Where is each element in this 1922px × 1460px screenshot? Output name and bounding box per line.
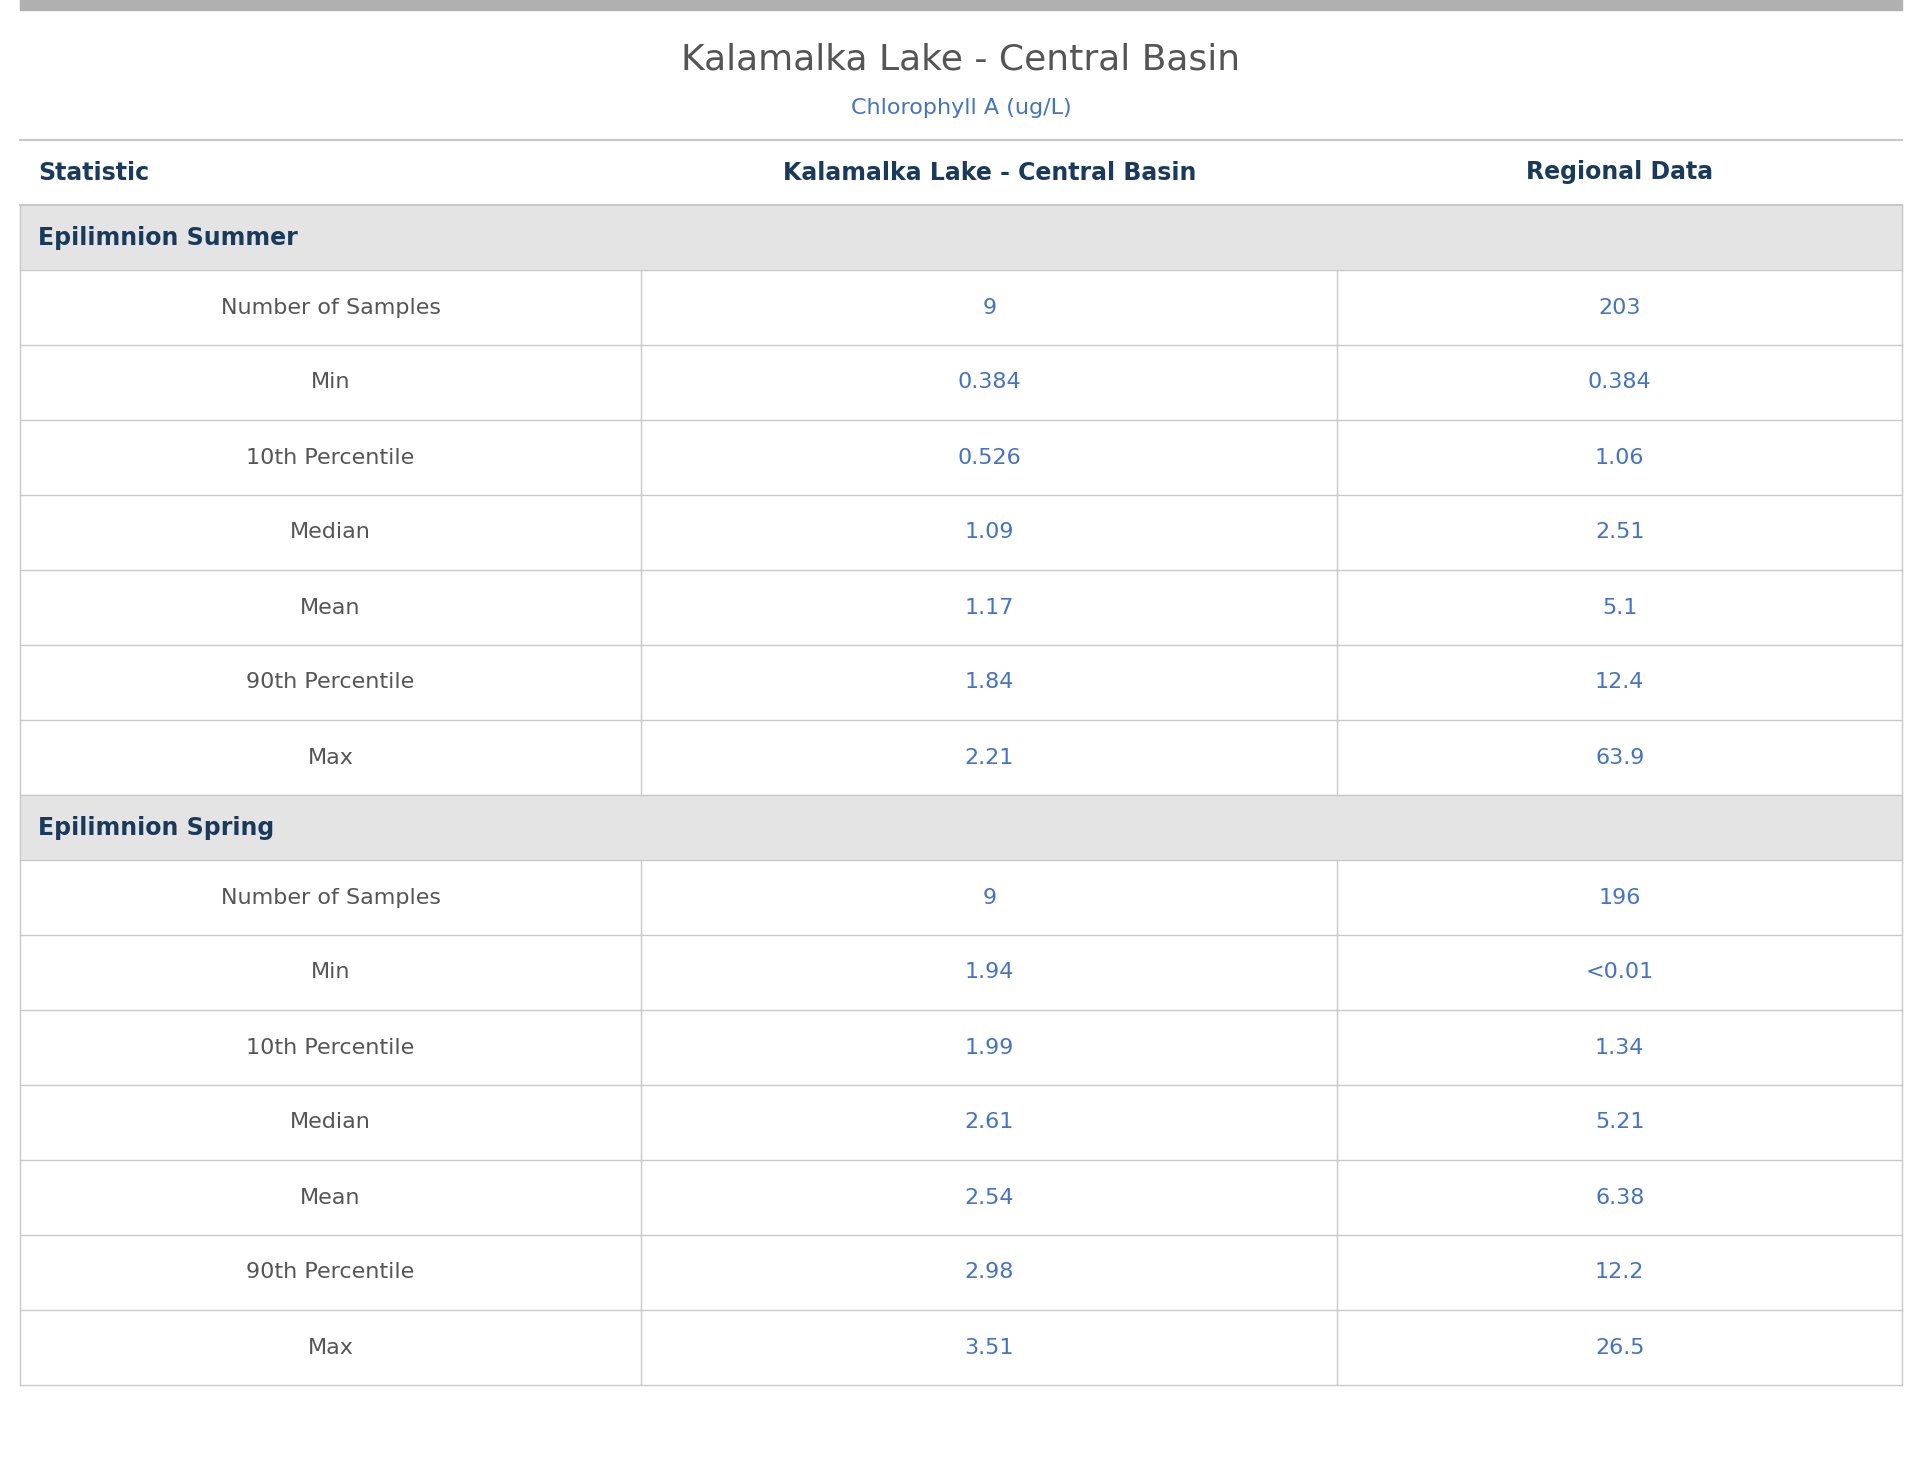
- Text: Kalamalka Lake - Central Basin: Kalamalka Lake - Central Basin: [782, 161, 1195, 184]
- Text: 2.51: 2.51: [1595, 523, 1645, 543]
- Text: 2.98: 2.98: [965, 1263, 1015, 1282]
- Text: Median: Median: [290, 523, 371, 543]
- Text: 203: 203: [1599, 298, 1641, 317]
- Text: 5.21: 5.21: [1595, 1113, 1645, 1133]
- Bar: [19, 345, 1903, 420]
- Bar: [19, 934, 1903, 1010]
- Text: 10th Percentile: 10th Percentile: [246, 1038, 415, 1057]
- Bar: [19, 495, 1903, 569]
- Bar: [19, 1310, 1903, 1386]
- Text: 2.21: 2.21: [965, 748, 1015, 768]
- Text: <0.01: <0.01: [1586, 962, 1653, 983]
- Text: 2.54: 2.54: [965, 1187, 1015, 1207]
- Text: 63.9: 63.9: [1595, 748, 1645, 768]
- Bar: [19, 140, 1903, 204]
- Bar: [19, 645, 1903, 720]
- Text: Statistic: Statistic: [38, 161, 150, 184]
- Text: 1.34: 1.34: [1595, 1038, 1645, 1057]
- Bar: [19, 1010, 1903, 1085]
- Text: 196: 196: [1599, 888, 1641, 908]
- Text: 1.99: 1.99: [965, 1038, 1015, 1057]
- Text: Number of Samples: Number of Samples: [221, 888, 440, 908]
- Text: Chlorophyll A (ug/L): Chlorophyll A (ug/L): [851, 98, 1071, 117]
- Text: Mean: Mean: [300, 597, 361, 618]
- Text: 5.1: 5.1: [1603, 597, 1638, 618]
- Bar: [19, 796, 1903, 860]
- Text: 6.38: 6.38: [1595, 1187, 1645, 1207]
- Bar: [19, 0, 1903, 10]
- Text: Min: Min: [311, 372, 350, 393]
- Text: Max: Max: [308, 1337, 354, 1358]
- Bar: [19, 1161, 1903, 1235]
- Bar: [19, 1085, 1903, 1161]
- Bar: [19, 270, 1903, 345]
- Text: 2.61: 2.61: [965, 1113, 1015, 1133]
- Bar: [19, 569, 1903, 645]
- Bar: [19, 1235, 1903, 1310]
- Text: Mean: Mean: [300, 1187, 361, 1207]
- Text: 1.94: 1.94: [965, 962, 1015, 983]
- Text: Median: Median: [290, 1113, 371, 1133]
- Text: 12.2: 12.2: [1595, 1263, 1645, 1282]
- Text: 0.384: 0.384: [1588, 372, 1651, 393]
- Text: 1.17: 1.17: [965, 597, 1015, 618]
- Text: 1.09: 1.09: [965, 523, 1015, 543]
- Text: Kalamalka Lake - Central Basin: Kalamalka Lake - Central Basin: [682, 42, 1240, 76]
- Text: Number of Samples: Number of Samples: [221, 298, 440, 317]
- Text: Max: Max: [308, 748, 354, 768]
- Text: 10th Percentile: 10th Percentile: [246, 448, 415, 467]
- Text: 90th Percentile: 90th Percentile: [246, 1263, 415, 1282]
- Text: 9: 9: [982, 298, 996, 317]
- Text: Min: Min: [311, 962, 350, 983]
- Text: 90th Percentile: 90th Percentile: [246, 673, 415, 692]
- Text: 0.526: 0.526: [957, 448, 1021, 467]
- Text: 1.06: 1.06: [1595, 448, 1645, 467]
- Text: Epilimnion Spring: Epilimnion Spring: [38, 816, 275, 840]
- Text: 26.5: 26.5: [1595, 1337, 1645, 1358]
- Text: Regional Data: Regional Data: [1526, 161, 1713, 184]
- Bar: [19, 860, 1903, 934]
- Text: 12.4: 12.4: [1595, 673, 1645, 692]
- Text: 0.384: 0.384: [957, 372, 1021, 393]
- Text: 3.51: 3.51: [965, 1337, 1015, 1358]
- Bar: [19, 204, 1903, 270]
- Text: 1.84: 1.84: [965, 673, 1015, 692]
- Text: 9: 9: [982, 888, 996, 908]
- Text: Epilimnion Summer: Epilimnion Summer: [38, 225, 298, 250]
- Bar: [19, 720, 1903, 796]
- Bar: [19, 420, 1903, 495]
